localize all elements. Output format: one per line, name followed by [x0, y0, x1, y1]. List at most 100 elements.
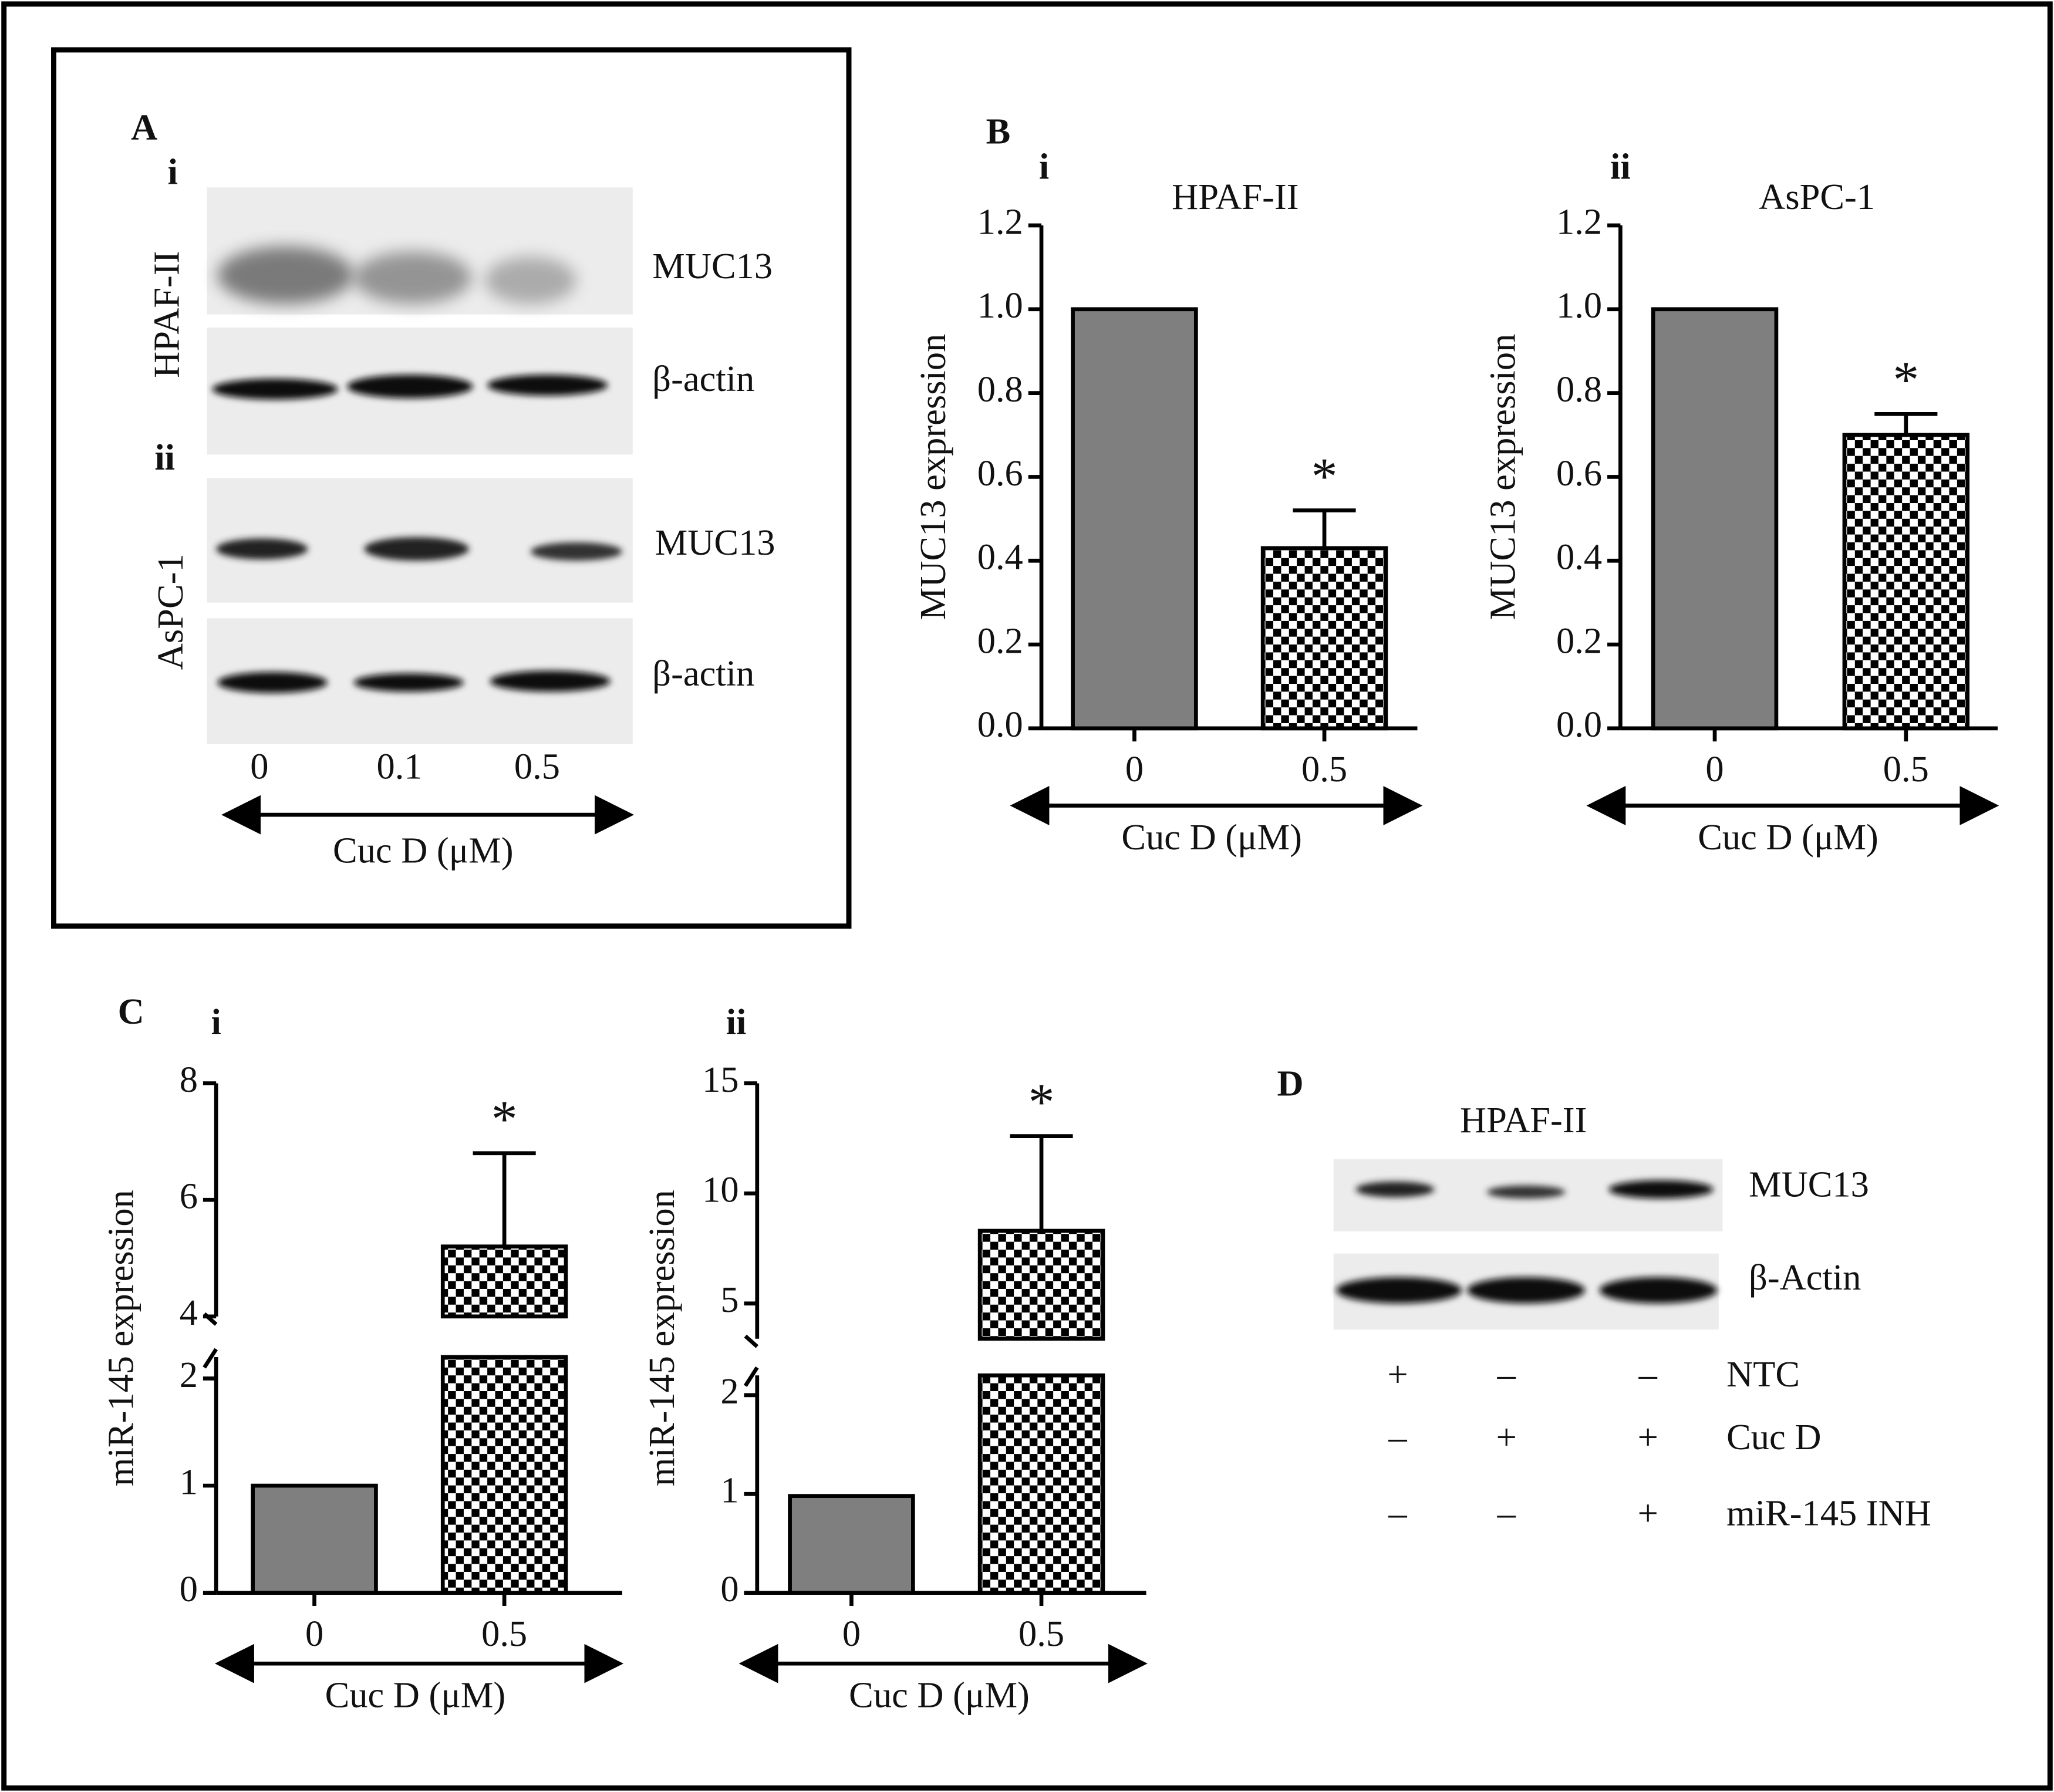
protein-label: MUC13	[655, 522, 775, 563]
y-tick-label: 1.2	[977, 201, 1023, 242]
blot	[207, 618, 633, 744]
y-tick-label: 0	[180, 1568, 198, 1609]
treatment-name: Cuc D	[1726, 1416, 1821, 1457]
blot	[1333, 1159, 1723, 1231]
cell-line-label: AsPC-1	[150, 554, 191, 670]
blot	[207, 328, 633, 455]
y-tick-label: 4	[180, 1292, 198, 1333]
error-bar	[1874, 411, 1938, 436]
y-tick-label: 8	[180, 1059, 198, 1100]
bar	[1071, 307, 1198, 731]
y-tick-label: 0.8	[1556, 369, 1602, 410]
panel-a-border	[51, 47, 852, 929]
panel-label: D	[1277, 1063, 1303, 1104]
error-bar	[473, 1151, 536, 1247]
sub-label: ii	[726, 1001, 747, 1042]
dose-label: 0.1	[377, 746, 423, 787]
y-tick-label: 1.0	[977, 285, 1023, 326]
y-tick-label: 0.2	[977, 620, 1023, 661]
x-axis-label: Cuc D (μM)	[1698, 816, 1878, 858]
bar	[977, 1373, 1105, 1595]
y-tick-label: 1.2	[1556, 201, 1602, 242]
treatment-table: + – – NTC – + + Cuc D – – + miR-145 INH	[1387, 1354, 1931, 1534]
blot	[207, 187, 633, 315]
sub-label: ii	[1610, 146, 1631, 187]
bar	[788, 1494, 915, 1595]
panel-label: A	[131, 107, 157, 148]
treatment-sign: +	[1638, 1493, 1658, 1534]
treatment-sign: –	[1497, 1493, 1516, 1534]
sub-label: ii	[154, 437, 175, 478]
chart-title: AsPC-1	[1759, 176, 1875, 217]
dose-label: 0	[250, 746, 268, 787]
y-tick-label: 0.6	[977, 453, 1023, 494]
blot	[1333, 1253, 1719, 1330]
x-tick-label: 0	[1705, 748, 1724, 789]
bar	[1651, 307, 1779, 731]
chart-title: HPAF-II	[1172, 176, 1298, 217]
y-tick-label: 5	[720, 1279, 738, 1320]
y-tick-label: 0.4	[1556, 536, 1602, 578]
y-tick-label: 0.8	[977, 369, 1023, 410]
x-tick-label: 0	[842, 1613, 861, 1654]
protein-label: β-actin	[652, 358, 754, 399]
dose-label: 0.5	[514, 746, 560, 787]
bar	[251, 1483, 378, 1595]
blot	[207, 478, 633, 603]
significance-marker: *	[491, 1090, 518, 1148]
x-tick-label: 0	[305, 1613, 323, 1654]
significance-marker: *	[1311, 447, 1338, 505]
bar	[1842, 433, 1970, 731]
x-axis-label: Cuc D (μM)	[325, 1675, 506, 1716]
x-tick-label: 0.5	[1883, 748, 1929, 789]
x-tick-label: 0	[1125, 748, 1144, 789]
y-tick-label: 1	[720, 1470, 738, 1511]
treatment-sign: +	[1387, 1354, 1408, 1395]
significance-marker: *	[1893, 351, 1920, 409]
treatment-name: miR-145 INH	[1726, 1493, 1931, 1534]
sub-label: i	[1039, 146, 1049, 187]
x-axis-label: Cuc D (μM)	[849, 1675, 1030, 1716]
y-tick-label: 0	[720, 1568, 738, 1609]
x-axis-label: Cuc D (μM)	[333, 829, 514, 870]
treatment-sign: +	[1638, 1416, 1658, 1457]
protein-label: MUC13	[652, 245, 773, 286]
protein-label: β-actin	[652, 653, 754, 694]
y-axis-label: miR-145 expression	[641, 1190, 682, 1486]
x-axis-label: Cuc D (μM)	[1121, 816, 1302, 858]
panel-label: B	[986, 110, 1011, 151]
x-tick-label: 0.5	[1301, 748, 1347, 789]
y-axis-label: MUC13 expression	[912, 334, 953, 620]
y-tick-label: 0.0	[1556, 704, 1602, 745]
error-bar	[1010, 1134, 1073, 1231]
treatment-sign: +	[1496, 1416, 1517, 1457]
treatment-name: NTC	[1726, 1354, 1800, 1395]
cell-line-label: HPAF-II	[146, 251, 187, 378]
treatment-sign: –	[1388, 1493, 1407, 1534]
bar	[977, 1229, 1105, 1341]
x-tick-label: 0.5	[1018, 1613, 1064, 1654]
y-tick-label: 1.0	[1556, 285, 1602, 326]
y-axis-label: miR-145 expression	[100, 1190, 141, 1486]
treatment-sign: –	[1388, 1416, 1407, 1457]
blot-title: HPAF-II	[1460, 1099, 1587, 1140]
bar	[1260, 546, 1388, 731]
sub-label: i	[168, 151, 178, 193]
y-tick-label: 0.4	[977, 536, 1023, 578]
y-tick-label: 2	[720, 1371, 738, 1412]
bar	[440, 1244, 568, 1319]
significance-marker: *	[1028, 1073, 1055, 1131]
y-tick-label: 0.0	[977, 704, 1023, 745]
bar	[440, 1355, 568, 1595]
protein-label: MUC13	[1749, 1163, 1869, 1204]
y-tick-label: 0.6	[1556, 453, 1602, 494]
y-tick-label: 2	[180, 1354, 198, 1395]
y-axis-label: MUC13 expression	[1482, 334, 1523, 620]
y-tick-label: 15	[702, 1059, 738, 1100]
error-bar	[1293, 508, 1356, 548]
protein-label: β-Actin	[1749, 1257, 1861, 1298]
y-tick-label: 1	[180, 1461, 198, 1502]
